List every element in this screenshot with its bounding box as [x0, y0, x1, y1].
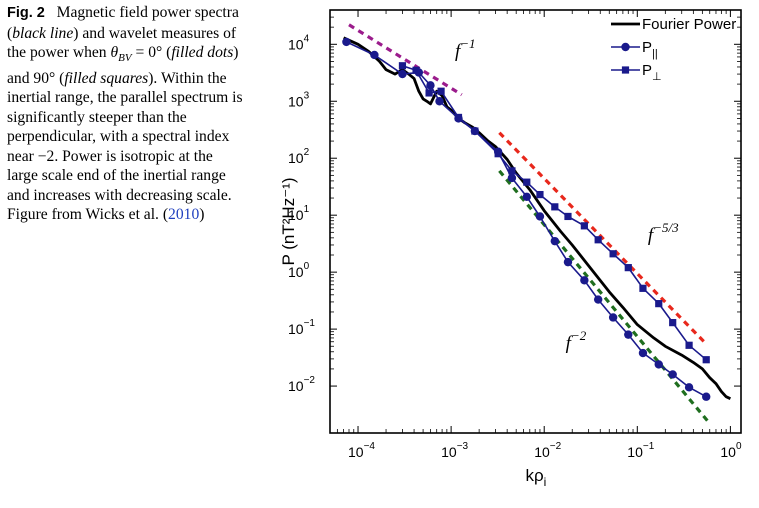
- parallel-point: [580, 276, 589, 285]
- parallel-point: [563, 257, 573, 267]
- perp-point: [594, 236, 602, 244]
- parallel-point: [668, 370, 677, 379]
- caption-filled-dots: filled dots: [171, 44, 234, 61]
- perp-point: [669, 319, 677, 327]
- perp-point: [437, 87, 445, 95]
- caption-text-6: ): [199, 206, 205, 224]
- series-layer: f−1 f−5/3 f−2: [342, 23, 731, 425]
- caption-black-line: black line: [12, 24, 74, 42]
- parallel-point: [435, 97, 444, 106]
- caption-text-3: (: [162, 44, 172, 61]
- parallel-point: [426, 81, 435, 90]
- perp-point: [551, 203, 559, 211]
- perp-point: [655, 300, 663, 308]
- legend: Fourier Power P|| P⊥: [611, 16, 736, 83]
- legend-marker-square: [621, 66, 630, 74]
- caption-text-5: ). Within the inertial range, the parall…: [7, 69, 243, 224]
- parallel-point: [370, 50, 379, 60]
- citation-year-link[interactable]: 2010: [168, 206, 200, 224]
- perp-point: [398, 62, 407, 70]
- parallel-point: [342, 37, 351, 47]
- x-axis-label: kρi: [526, 466, 547, 489]
- parallel-point: [624, 330, 633, 339]
- fit-label-fit_m2: f−2: [566, 328, 587, 354]
- parallel-point: [507, 173, 517, 183]
- perp-point: [454, 113, 463, 122]
- perp-point: [609, 250, 617, 258]
- x-tick-label: 10−3: [441, 441, 468, 460]
- fit-line-fit_m1: [348, 23, 463, 97]
- y-tick-label: 10−2: [288, 375, 315, 394]
- perp-point: [639, 284, 647, 292]
- caption-filled-squares: filled squares: [64, 69, 149, 87]
- perp-point: [564, 212, 572, 221]
- y-tick-label: 102: [288, 147, 310, 166]
- figure-label: Fig. 2: [7, 5, 45, 21]
- perp-point: [702, 356, 710, 364]
- x-tick-label: 10−1: [627, 441, 654, 460]
- perp-point: [508, 167, 516, 175]
- caption-theta-sub: BV: [118, 52, 132, 65]
- parallel-point: [522, 192, 531, 202]
- y-tick-label: 101: [288, 204, 310, 223]
- legend-label-perp: P⊥: [642, 62, 662, 83]
- legend-marker-circle: [621, 42, 630, 52]
- perp-point: [494, 150, 502, 158]
- x-tick-label: 10−2: [534, 441, 561, 460]
- y-tick-label: 10−1: [288, 318, 315, 337]
- y-tick-label: 103: [288, 90, 310, 109]
- caption-theta: θ: [110, 44, 119, 61]
- perp-point: [412, 66, 420, 74]
- caption-theta-value: = 0°: [131, 44, 163, 61]
- x-tick-label: 100: [720, 441, 742, 460]
- fit-line-fit_m53: [498, 131, 708, 346]
- parallel-point: [608, 313, 618, 322]
- parallel-point: [398, 69, 407, 79]
- fit-line-fit_m2: [498, 169, 711, 425]
- y-tick-label: 100: [288, 261, 310, 280]
- parallel-point: [593, 295, 603, 304]
- axis-ticks: 10−4 10−3 10−2 10−1 100 10−2 10−1 100 101 102 103 1…: [288, 9, 742, 460]
- perp-point: [471, 127, 479, 135]
- axis-labels: kρi P (nT²Hz⁻¹): [279, 178, 546, 490]
- parallel-point: [550, 236, 560, 246]
- perp-point: [685, 341, 693, 349]
- perp-point: [536, 190, 544, 199]
- y-tick-label: 104: [288, 33, 310, 52]
- perp-point: [523, 178, 531, 186]
- fit-label-fit_m1: f−1: [455, 36, 476, 62]
- perp-point: [624, 264, 632, 272]
- perp-point: [425, 89, 433, 97]
- legend-label-parallel: P||: [642, 39, 658, 60]
- parallel-point: [535, 212, 545, 221]
- perp-point: [580, 222, 588, 230]
- x-tick-label: 10−4: [348, 441, 375, 460]
- figure-caption: Fig. 2 Magnetic field power spectra (bla…: [7, 3, 245, 225]
- parallel-point: [654, 360, 663, 369]
- fit-label-fit_m53: f−5/3: [648, 220, 679, 246]
- caption-text-4: ) and 90° (: [7, 44, 239, 87]
- parallel-point: [702, 392, 711, 401]
- parallel-point: [684, 383, 694, 392]
- caption-text-1: Magnetic field power spectra (: [7, 4, 239, 42]
- legend-label-fourier: Fourier Power: [642, 16, 736, 33]
- y-axis-label: P (nT²Hz⁻¹): [279, 178, 298, 266]
- caption-text-2: ) and wavelet measures of the power when: [7, 24, 237, 62]
- parallel-point: [638, 348, 648, 358]
